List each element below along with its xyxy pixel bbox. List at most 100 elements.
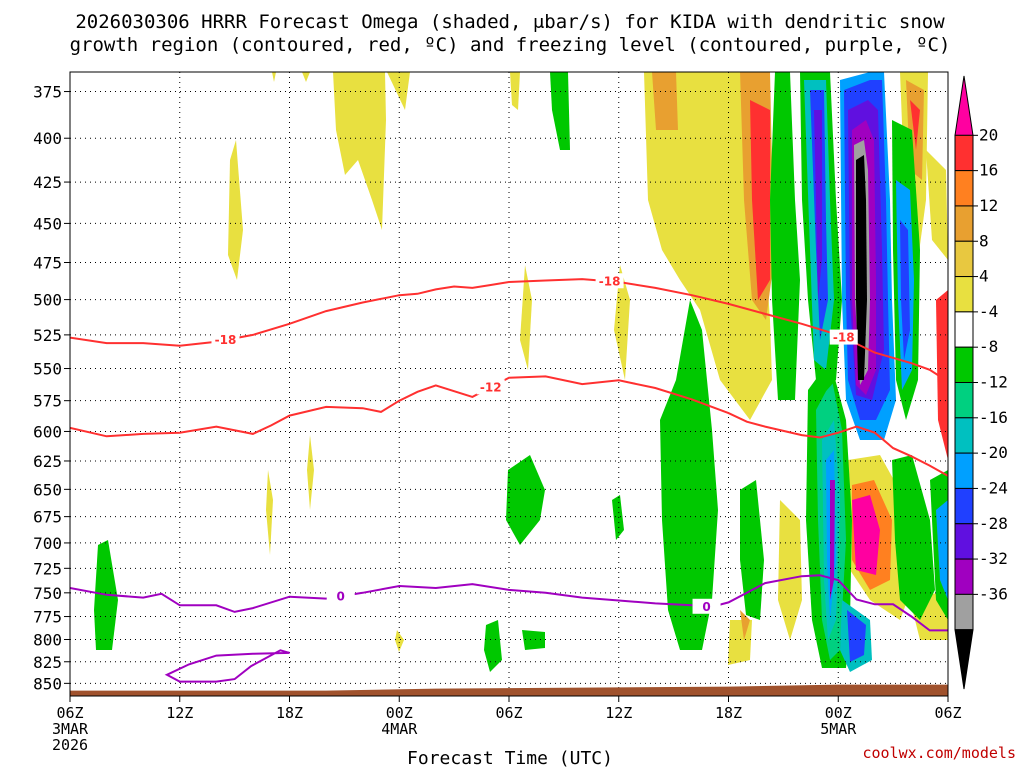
omega-blob xyxy=(740,480,764,620)
pressure-tick-label: 400 xyxy=(33,129,62,148)
contour-label: 0 xyxy=(702,600,710,614)
contour-label-bg xyxy=(326,588,355,604)
colorbar-bin xyxy=(954,629,974,690)
colorbar-bin xyxy=(954,417,974,454)
pressure-tick-label: 725 xyxy=(33,559,62,578)
omega-blob xyxy=(612,495,624,540)
time-tick-label: 5MAR xyxy=(820,720,857,738)
contour-minus18 xyxy=(70,278,948,383)
pressure-tick-label: 475 xyxy=(33,254,62,273)
contour-label: -18 xyxy=(215,333,237,347)
omega-colorbar: 20 16 12 8 4 -4 -8 -12 -16 -20 -24 -28 -32 -36 xyxy=(954,75,1008,690)
time-tick-label: 06Z xyxy=(495,704,522,722)
colorbar-tick-label: 8 xyxy=(979,231,989,250)
omega-blob xyxy=(740,610,750,640)
pressure-axis: 375 400 425 450 475 500 525 550 575 600 625 650 675 7… xyxy=(33,83,70,693)
omega-blob xyxy=(520,265,532,370)
omega-blob xyxy=(750,100,770,300)
colorbar-tick-label: -20 xyxy=(979,443,1008,462)
pressure-tick-label: 525 xyxy=(33,326,62,345)
pressure-tick-label: 500 xyxy=(33,291,62,310)
contour-label: -18 xyxy=(833,331,855,345)
colorbar-tick-label: -36 xyxy=(979,584,1008,603)
colorbar-tick-label: 16 xyxy=(979,161,998,180)
pressure-tick-label: 800 xyxy=(33,631,62,650)
omega-blob xyxy=(652,72,678,130)
omega-blob xyxy=(333,72,386,230)
contour-label: -18 xyxy=(599,274,621,288)
time-tick-label: 2026 xyxy=(52,736,88,754)
pressure-tick-label: 675 xyxy=(33,508,62,527)
colorbar-bin xyxy=(954,240,974,278)
time-tick-label: 06Z xyxy=(934,704,961,722)
contour-label: -12 xyxy=(480,380,502,394)
omega-blob xyxy=(387,72,410,110)
omega-blob xyxy=(266,470,273,555)
omega-blob xyxy=(307,435,314,510)
omega-blob xyxy=(847,610,866,662)
pressure-tick-label: 750 xyxy=(33,584,62,603)
colorbar-tick-label: 20 xyxy=(979,125,998,144)
contour-label-bg xyxy=(211,332,240,348)
omega-blob xyxy=(510,72,520,110)
colorbar-bin xyxy=(954,593,974,631)
pressure-tick-label: 550 xyxy=(33,360,62,379)
pressure-tick-label: 375 xyxy=(33,83,62,102)
omega-blob xyxy=(936,500,948,600)
time-tick-label: 00Z xyxy=(825,704,852,722)
colorbar-bin xyxy=(954,134,974,172)
pressure-tick-label: 450 xyxy=(33,214,62,233)
colorbar-tick-label: -28 xyxy=(979,514,1008,533)
time-gridlines xyxy=(179,72,839,696)
pressure-tick-label: 425 xyxy=(33,173,62,192)
omega-blob xyxy=(852,495,880,575)
pressure-tick-label: 575 xyxy=(33,392,62,411)
pressure-tick-label: 625 xyxy=(33,452,62,471)
omega-blob xyxy=(272,72,276,82)
contour-freezing-loop xyxy=(164,649,290,683)
pressure-tick-label: 650 xyxy=(33,480,62,499)
colorbar-tick-label: -8 xyxy=(979,337,998,356)
pressure-tick-label: 825 xyxy=(33,653,62,672)
contour-label-bg xyxy=(476,379,505,395)
contour-freezing xyxy=(70,574,948,632)
chart-title-line2: growth region (contoured, red, ºC) and f… xyxy=(70,34,951,56)
colorbar-bin xyxy=(954,311,974,348)
time-tick-label: 18Z xyxy=(276,704,303,722)
time-tick-label: 4MAR xyxy=(381,720,418,738)
omega-blob xyxy=(644,72,772,420)
x-axis-title: Forecast Time (UTC) xyxy=(407,748,613,768)
omega-blob xyxy=(936,290,948,460)
omega-blob xyxy=(910,100,920,150)
time-tick-label: 00Z xyxy=(386,704,413,722)
contour-label: 0 xyxy=(337,589,345,603)
time-tick-label: 3MAR xyxy=(52,720,89,738)
omega-blob xyxy=(522,630,545,650)
colorbar-bin xyxy=(954,276,974,313)
contour-label-bg xyxy=(692,598,721,614)
colorbar-tick-label: -32 xyxy=(979,549,1008,568)
contour-label-bg xyxy=(595,273,624,289)
pressure-tick-label: 850 xyxy=(33,674,62,693)
colorbar-tick-label: -4 xyxy=(979,302,998,321)
colorbar-bin xyxy=(954,558,974,595)
pressure-tick-label: 600 xyxy=(33,422,62,441)
credit-label: coolwx.com/models xyxy=(862,744,1016,762)
colorbar-bin xyxy=(954,170,974,207)
pressure-tick-label: 700 xyxy=(33,534,62,553)
omega-blob xyxy=(770,72,800,400)
colorbar-bin xyxy=(954,75,974,136)
omega-blob xyxy=(614,265,630,380)
omega-blob xyxy=(830,480,835,600)
omega-blob xyxy=(778,500,802,640)
colorbar-bin xyxy=(954,452,974,489)
time-tick-label: 18Z xyxy=(715,704,742,722)
time-tick-label: 12Z xyxy=(166,704,193,722)
contour-minus12 xyxy=(70,375,948,477)
pressure-tick-label: 775 xyxy=(33,608,62,627)
omega-blob xyxy=(728,620,752,665)
time-tick-label: 06Z xyxy=(56,704,83,722)
colorbar-bin xyxy=(954,523,974,560)
omega-blob xyxy=(302,72,310,82)
